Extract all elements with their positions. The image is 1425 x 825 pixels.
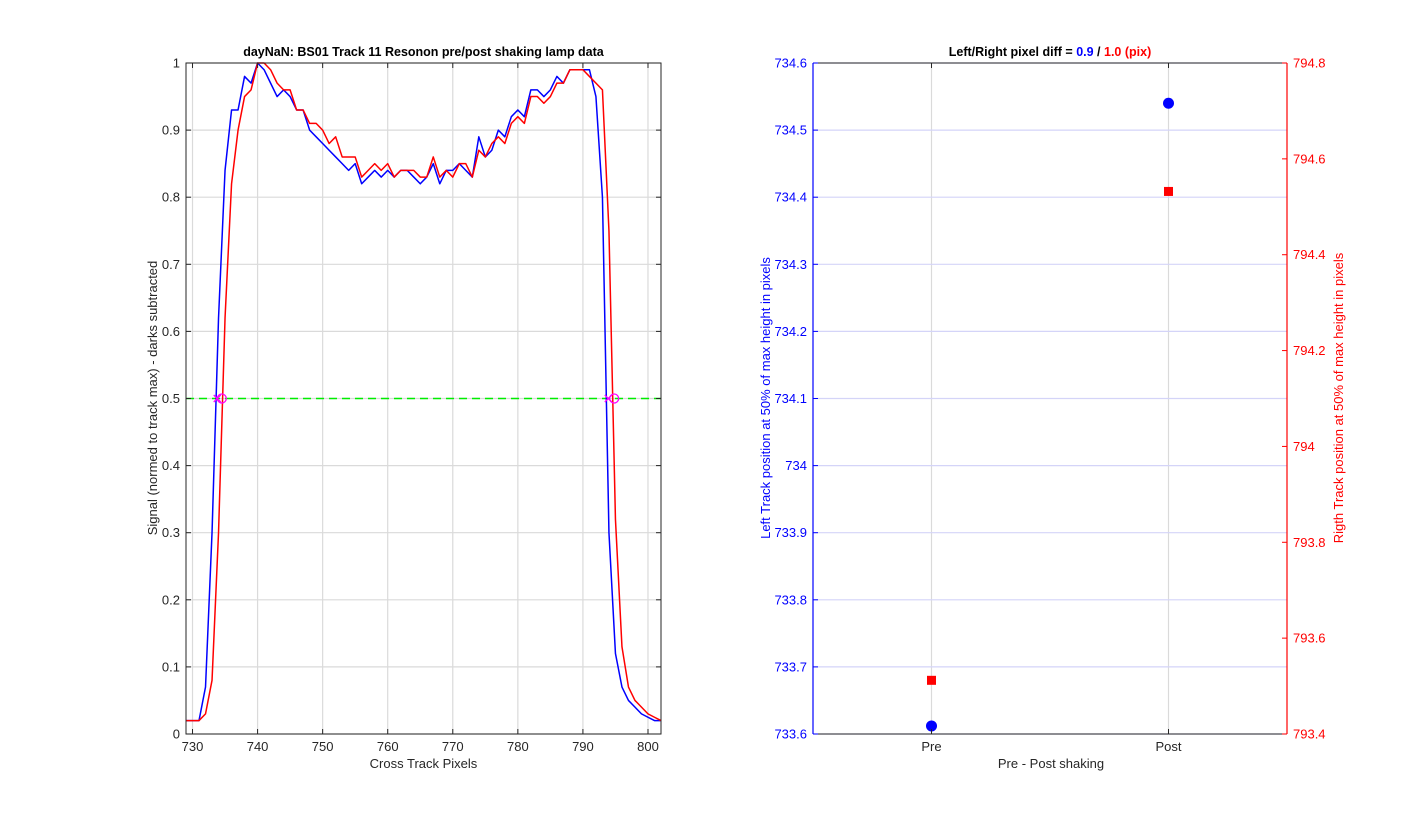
left-y-tick-label: 734 — [785, 458, 807, 473]
right-y-tick-label: 794.2 — [1293, 343, 1326, 358]
y-tick-label: 0 — [173, 727, 180, 742]
left-y-tick-label: 734.2 — [774, 324, 807, 339]
grid — [813, 62, 1287, 735]
y-tick-label: 0.7 — [162, 257, 180, 272]
x-tick-label-post: Post — [1155, 739, 1181, 754]
y-tick-label: 0.6 — [162, 324, 180, 339]
left-y-tick-label: 734.3 — [774, 257, 807, 272]
track-position-plot: Pre Post 733.6 733.7 733.8 733.9 734 734.1 734.2… — [758, 45, 1346, 771]
x-tick-label: 780 — [507, 739, 529, 754]
right-y-tick-label: 794 — [1293, 439, 1315, 454]
x-tick-label: 760 — [377, 739, 399, 754]
half-max-markers — [213, 393, 620, 404]
x-tick-label: 800 — [637, 739, 659, 754]
x-tick-label: 730 — [182, 739, 204, 754]
x-tick-label: 750 — [312, 739, 334, 754]
x-tick-label: 790 — [572, 739, 594, 754]
right-y-axis-label: Rigth Track position at 50% of max heigh… — [1331, 252, 1346, 543]
left-track-point-pre — [926, 720, 937, 732]
left-track-point-post — [1163, 97, 1174, 109]
left-y-tick-label: 733.7 — [774, 659, 807, 674]
left-y-tick-label: 733.8 — [774, 592, 807, 607]
y-tick-label: 0.3 — [162, 525, 180, 540]
post-shaking-line — [186, 62, 662, 722]
title-prefix: Left/Right pixel diff = — [949, 45, 1076, 59]
x-tick-label-pre: Pre — [921, 739, 941, 754]
y-tick-label: 0.4 — [162, 458, 180, 473]
left-y-tick-label: 734.1 — [774, 391, 807, 406]
left-y-tick-label: 733.9 — [774, 525, 807, 540]
left-y-tick-label: 734.6 — [774, 56, 807, 71]
title-separator: / — [1094, 45, 1104, 59]
title-left-diff: 0.9 — [1076, 45, 1093, 59]
right-y-tick-label: 794.6 — [1293, 151, 1326, 166]
y-tick-label: 0.1 — [162, 659, 180, 674]
chart-title: Left/Right pixel diff = 0.9 / 1.0 (pix) — [949, 45, 1152, 59]
right-track-point-pre — [927, 675, 936, 685]
right-y-tick-label: 793.4 — [1293, 727, 1326, 742]
series-lines — [186, 62, 662, 722]
ticks: Pre Post 733.6 733.7 733.8 733.9 734 734.1 734.2… — [774, 56, 1325, 755]
right-y-tick-label: 794.8 — [1293, 56, 1326, 71]
x-tick-label: 740 — [247, 739, 269, 754]
ticks: 730 740 750 760 770 780 790 800 0 0.1 0.2 0.3 0.4 0.5… — [162, 56, 661, 754]
left-y-tick-label: 734.4 — [774, 190, 807, 205]
half-max-circle-marker — [609, 393, 620, 404]
y-tick-label: 0.2 — [162, 592, 180, 607]
chart-title: dayNaN: BS01 Track 11 Resonon pre/post s… — [243, 45, 605, 59]
signal-profile-plot: 730 740 750 760 770 780 790 800 0 0.1 0.2 0.3 0.4 0.5… — [145, 45, 662, 771]
right-y-tick-label: 793.6 — [1293, 631, 1326, 646]
right-y-tick-label: 794.4 — [1293, 247, 1326, 262]
y-tick-label: 0.8 — [162, 190, 180, 205]
title-right-diff: 1.0 (pix) — [1104, 45, 1151, 59]
left-y-tick-label: 734.5 — [774, 123, 807, 138]
y-tick-label: 1 — [173, 56, 180, 71]
y-axis-label: Signal (normed to track max) - darks sub… — [145, 261, 160, 536]
data-points — [926, 97, 1174, 732]
x-tick-label: 770 — [442, 739, 464, 754]
x-axis-label: Cross Track Pixels — [370, 756, 478, 771]
y-tick-label: 0.5 — [162, 391, 180, 406]
y-tick-label: 0.9 — [162, 123, 180, 138]
right-track-point-post — [1164, 186, 1173, 196]
left-y-axis-label: Left Track position at 50% of max height… — [758, 257, 773, 539]
left-y-tick-label: 733.6 — [774, 727, 807, 742]
half-max-circle-marker — [216, 393, 227, 404]
right-y-tick-label: 793.8 — [1293, 535, 1326, 550]
x-axis-label: Pre - Post shaking — [998, 756, 1104, 771]
